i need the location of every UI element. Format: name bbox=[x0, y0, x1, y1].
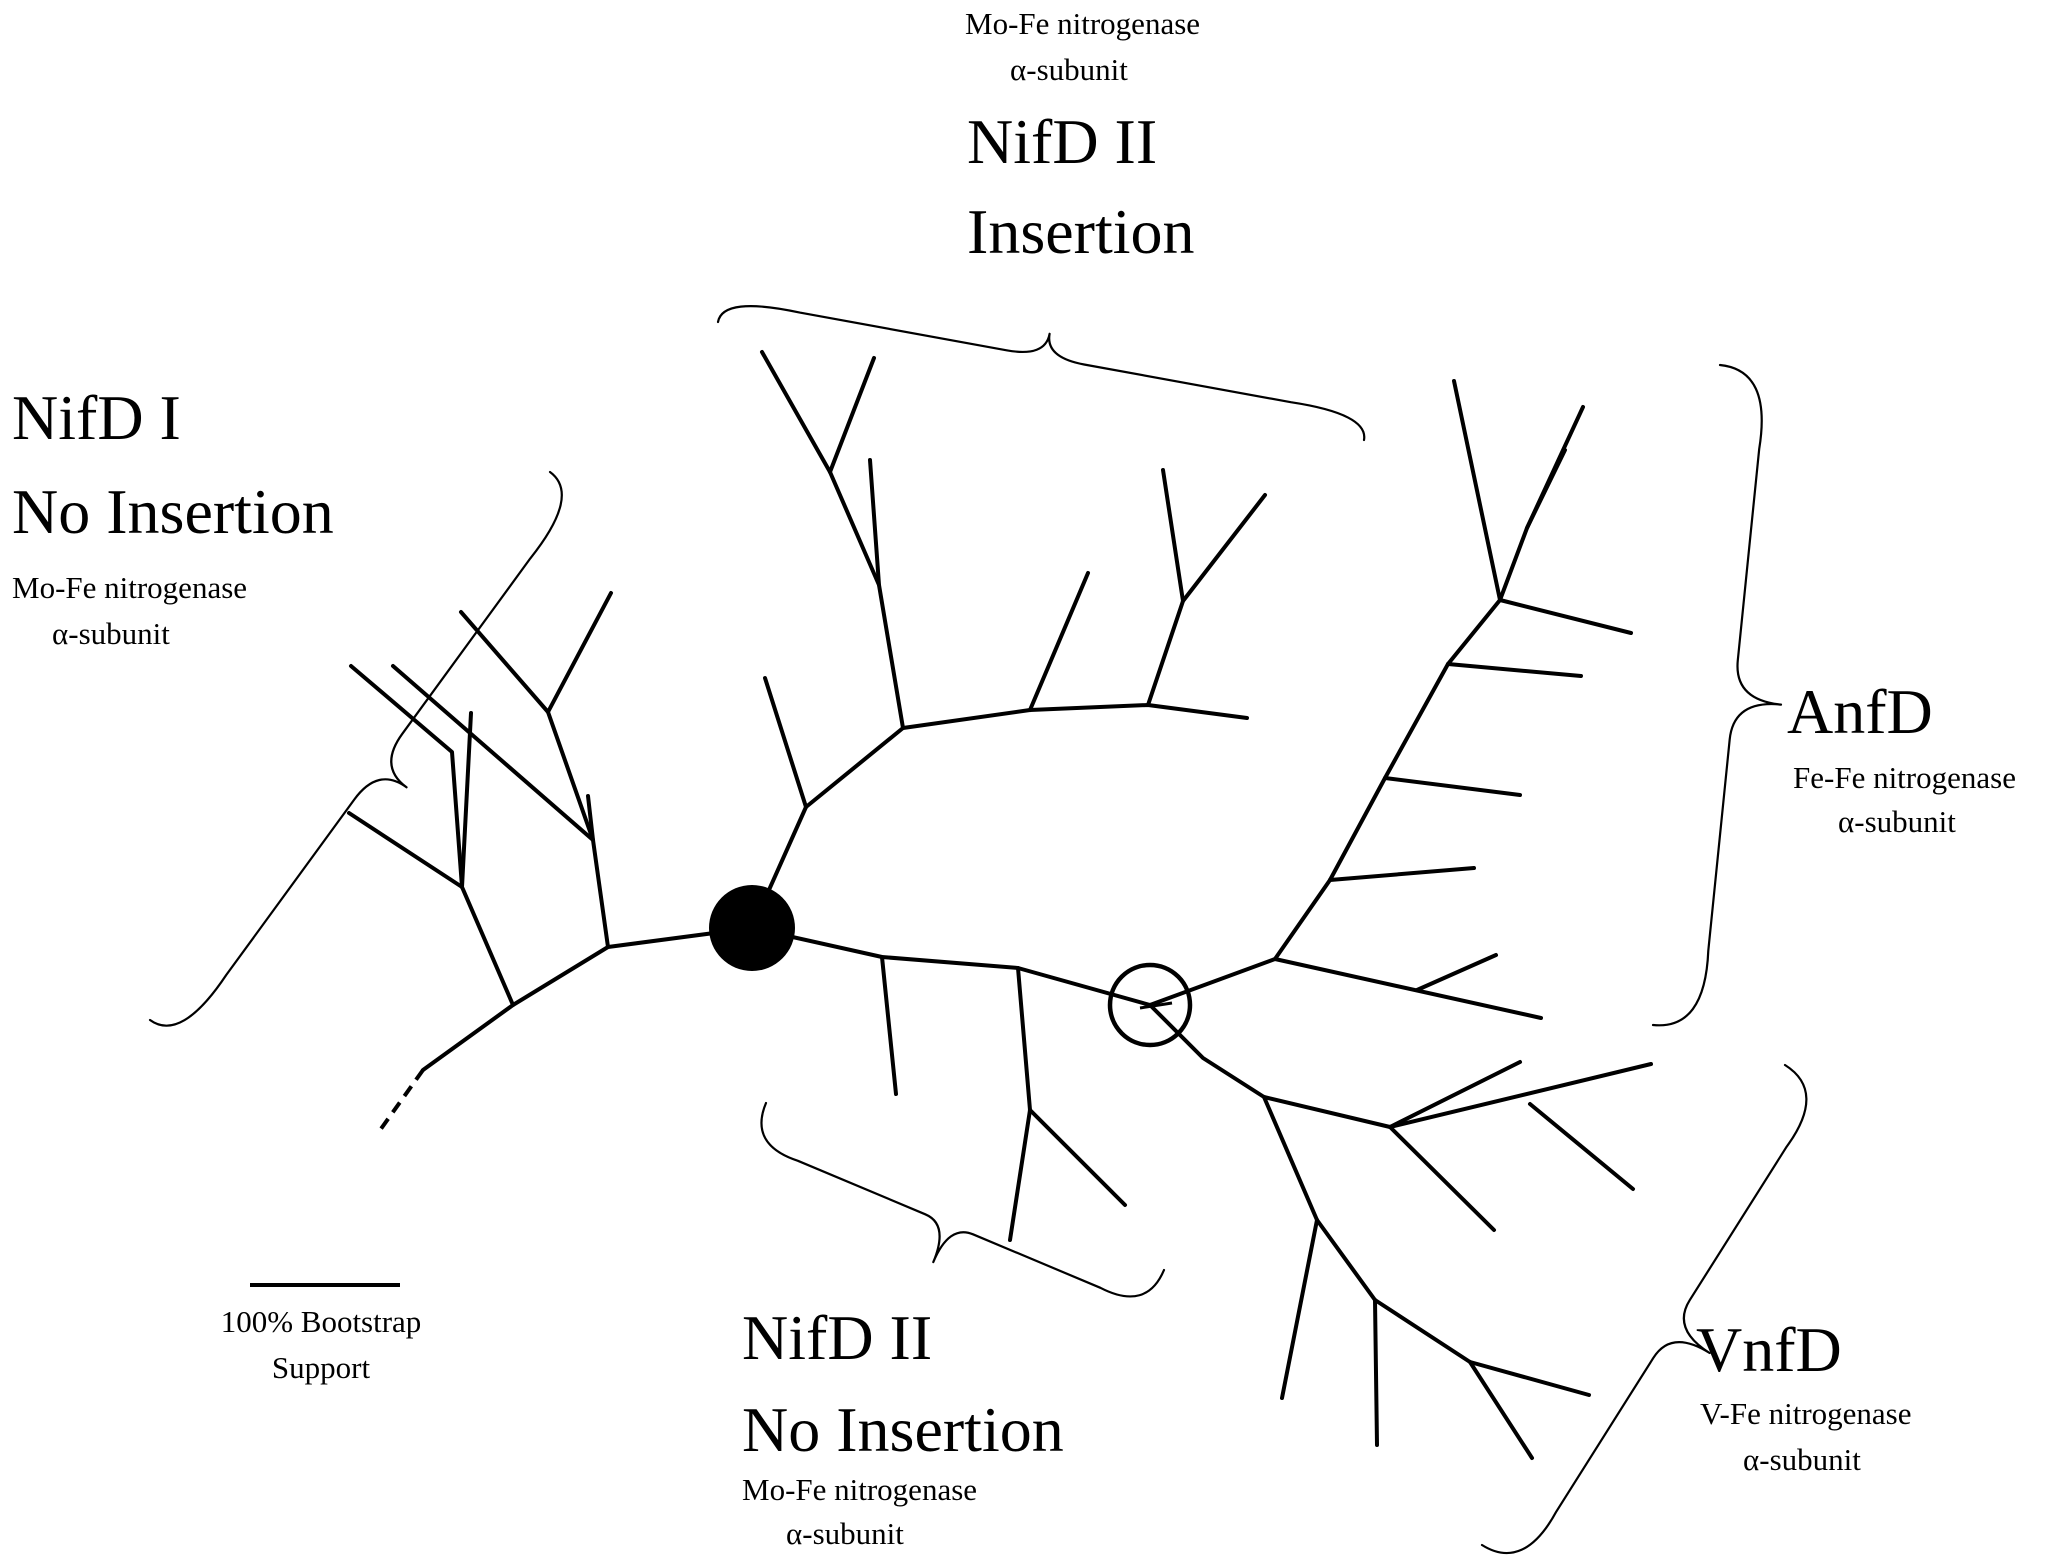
nifd1-subtitle: No Insertion bbox=[12, 476, 334, 547]
nifd2-noins-title: NifD II bbox=[742, 1302, 933, 1373]
scale-bar-label-line1: 100% Bootstrap bbox=[220, 1304, 422, 1339]
anfd-title: AnfD bbox=[1787, 676, 1933, 747]
nifd1-title: NifD I bbox=[12, 382, 181, 453]
vnfd-desc-line2: α-subunit bbox=[1743, 1442, 1861, 1477]
nifd1-desc-line2: α-subunit bbox=[52, 616, 170, 651]
nifd2-ins-subtitle: Insertion bbox=[967, 196, 1195, 267]
vnfd-title: VnfD bbox=[1696, 1314, 1842, 1385]
nifd1-desc-line1: Mo-Fe nitrogenase bbox=[12, 570, 248, 605]
nifd2-ins-desc-line2: α-subunit bbox=[1010, 52, 1128, 87]
nifd2-noins-desc-line2: α-subunit bbox=[786, 1516, 904, 1551]
nifd2-noins-subtitle: No Insertion bbox=[742, 1394, 1064, 1465]
anfd-desc-line2: α-subunit bbox=[1838, 804, 1956, 839]
scale-bar-label-line2: Support bbox=[271, 1350, 371, 1385]
nifd2-noins-desc-line1: Mo-Fe nitrogenase bbox=[742, 1472, 978, 1507]
anfd-desc-line1: Fe-Fe nitrogenase bbox=[1793, 760, 2016, 795]
vnfd-desc-line1: V-Fe nitrogenase bbox=[1700, 1396, 1912, 1431]
nifd2-ins-title: NifD II bbox=[967, 106, 1158, 177]
nifd2-ins-desc-line1: Mo-Fe nitrogenase bbox=[965, 6, 1201, 41]
